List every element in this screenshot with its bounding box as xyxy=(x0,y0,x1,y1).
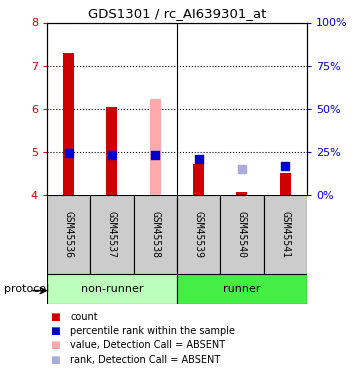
Text: GSM45538: GSM45538 xyxy=(150,211,160,258)
Bar xyxy=(280,173,291,195)
Text: ■: ■ xyxy=(51,340,60,350)
Text: GSM45540: GSM45540 xyxy=(237,211,247,258)
Bar xyxy=(220,195,264,274)
Text: non-runner: non-runner xyxy=(81,284,143,294)
Point xyxy=(152,152,158,158)
Text: protocol: protocol xyxy=(4,284,49,294)
Point xyxy=(239,166,245,172)
Bar xyxy=(47,195,90,274)
Bar xyxy=(47,274,177,304)
Bar xyxy=(236,192,247,195)
Text: GSM45541: GSM45541 xyxy=(280,211,290,258)
Bar xyxy=(177,274,307,304)
Text: ■: ■ xyxy=(51,312,60,322)
Text: GSM45537: GSM45537 xyxy=(107,211,117,258)
Text: ■: ■ xyxy=(51,326,60,336)
Bar xyxy=(63,53,74,195)
Bar xyxy=(150,99,161,195)
Text: GSM45539: GSM45539 xyxy=(193,211,204,258)
Bar xyxy=(193,164,204,195)
Point xyxy=(282,163,288,169)
Bar xyxy=(90,195,134,274)
Text: runner: runner xyxy=(223,284,261,294)
Point xyxy=(109,152,115,158)
Text: rank, Detection Call = ABSENT: rank, Detection Call = ABSENT xyxy=(70,355,221,364)
Text: GSM45536: GSM45536 xyxy=(64,211,74,258)
Bar xyxy=(177,195,220,274)
Text: percentile rank within the sample: percentile rank within the sample xyxy=(70,326,235,336)
Title: GDS1301 / rc_AI639301_at: GDS1301 / rc_AI639301_at xyxy=(88,7,266,20)
Text: count: count xyxy=(70,312,98,322)
Text: value, Detection Call = ABSENT: value, Detection Call = ABSENT xyxy=(70,340,226,350)
Point xyxy=(196,156,201,162)
Text: ■: ■ xyxy=(51,355,60,364)
Bar xyxy=(264,195,307,274)
Bar xyxy=(134,195,177,274)
Point xyxy=(66,150,71,156)
Bar xyxy=(106,106,117,195)
